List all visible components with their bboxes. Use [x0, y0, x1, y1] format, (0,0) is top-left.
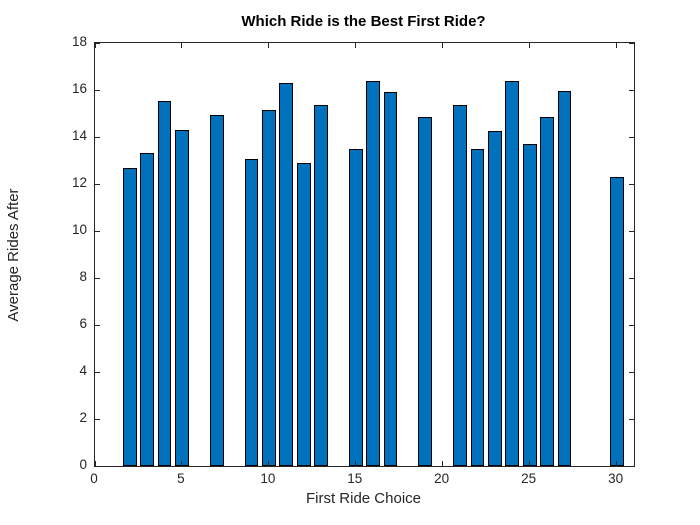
tick-mark [181, 461, 183, 466]
tick-mark [629, 277, 634, 279]
bar [296, 162, 311, 466]
tick-mark [95, 89, 100, 91]
tick-mark [629, 465, 634, 467]
x-tick-label: 30 [608, 471, 624, 486]
y-tick-label: 18 [71, 34, 87, 49]
tick-mark [181, 43, 183, 48]
tick-mark [529, 461, 531, 466]
tick-mark [95, 324, 100, 326]
tick-mark [355, 461, 357, 466]
tick-mark [629, 42, 634, 44]
bar [175, 129, 189, 466]
bar [453, 105, 468, 466]
y-tick-label: 12 [71, 175, 87, 190]
bar [279, 82, 294, 466]
tick-mark [95, 277, 100, 279]
tick-mark [629, 371, 634, 373]
bar [505, 80, 520, 466]
tick-mark [95, 418, 100, 420]
bar [244, 159, 259, 466]
tick-mark [355, 43, 357, 48]
tick-mark [629, 89, 634, 91]
tick-mark [629, 136, 634, 138]
tick-mark [95, 42, 100, 44]
tick-mark [95, 371, 100, 373]
bar [348, 148, 363, 466]
bar [470, 148, 485, 466]
bar [522, 144, 537, 466]
y-axis-label: Average Rides After [5, 188, 22, 322]
y-tick-label: 10 [71, 222, 87, 237]
chart-title: Which Ride is the Best First Ride? [241, 13, 486, 30]
y-tick-label: 14 [71, 128, 87, 143]
bar [609, 176, 624, 466]
tick-mark [95, 465, 100, 467]
bar [557, 91, 572, 466]
tick-mark [529, 43, 531, 48]
x-tick-label: 20 [434, 471, 450, 486]
x-tick-label: 0 [90, 471, 98, 486]
bar [209, 114, 224, 466]
y-tick-label: 6 [79, 316, 87, 331]
tick-mark [616, 43, 618, 48]
tick-mark [95, 230, 100, 232]
tick-mark [268, 461, 270, 466]
x-axis-label: First Ride Choice [305, 490, 422, 507]
bar [383, 92, 398, 466]
y-tick-label: 16 [71, 81, 87, 96]
y-tick-label: 2 [79, 410, 87, 425]
bar [261, 110, 276, 466]
tick-mark [629, 183, 634, 185]
x-tick-label: 10 [260, 471, 276, 486]
tick-mark [95, 183, 100, 185]
tick-mark [442, 43, 444, 48]
x-tick-label: 25 [521, 471, 537, 486]
plot-area [94, 42, 635, 467]
tick-mark [616, 461, 618, 466]
bar [157, 100, 172, 466]
x-tick-label: 5 [177, 471, 185, 486]
y-tick-label: 0 [79, 457, 87, 472]
bar [366, 80, 381, 466]
y-tick-label: 4 [79, 363, 87, 378]
y-tick-label: 8 [79, 269, 87, 284]
tick-mark [94, 461, 96, 466]
tick-mark [442, 461, 444, 466]
tick-mark [629, 418, 634, 420]
bar [418, 117, 433, 466]
tick-mark [629, 230, 634, 232]
bar [122, 167, 137, 466]
tick-mark [268, 43, 270, 48]
tick-mark [95, 136, 100, 138]
bar [140, 153, 155, 466]
x-tick-label: 15 [347, 471, 363, 486]
tick-mark [94, 43, 96, 48]
bar [540, 117, 554, 466]
bar [487, 131, 502, 466]
bar [314, 105, 328, 466]
tick-mark [629, 324, 634, 326]
